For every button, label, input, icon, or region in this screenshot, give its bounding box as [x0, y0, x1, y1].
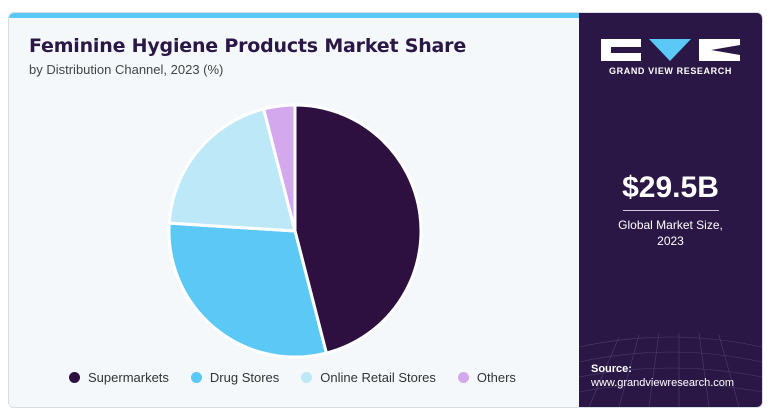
source-label: Source:: [591, 363, 632, 375]
market-size-label-line1: Global Market Size,: [618, 218, 723, 232]
legend-item-supermarkets: Supermarkets: [69, 370, 169, 385]
accent-bar: [9, 13, 579, 18]
chart-legend: Supermarkets Drug Stores Online Retail S…: [69, 368, 516, 386]
infographic-card: Feminine Hygiene Products Market Share b…: [8, 12, 763, 408]
stat-divider: [623, 210, 719, 211]
market-size-value: $29.5B: [622, 171, 719, 204]
pie-slice-supermarkets: [293, 103, 423, 355]
legend-label-drug-stores: Drug Stores: [209, 369, 280, 385]
pie-slice-drug-stores: [167, 221, 328, 359]
legend-swatch-supermarkets: [69, 371, 80, 383]
legend-item-online-retail-stores: Online Retail Stores: [301, 370, 436, 385]
pie-slice-online-retail-stores: [167, 107, 297, 233]
legend-swatch-drug-stores: [190, 371, 202, 383]
legend-label-supermarkets: Supermarkets: [88, 369, 169, 385]
chart-subtitle: by Distribution Channel, 2023 (%): [29, 62, 224, 77]
legend-label-others: Others: [476, 369, 516, 385]
market-size-label-line2: 2023: [657, 234, 684, 248]
logo-text: GRAND VIEW RESEARCH: [609, 66, 732, 76]
gvr-logo: [601, 39, 740, 61]
legend-swatch-others: [457, 371, 469, 383]
source-block: Source: www.grandviewresearch.com: [591, 362, 734, 390]
pie-slice-others: [262, 103, 297, 233]
pie-chart: [167, 103, 423, 359]
info-panel: GRAND VIEW RESEARCH $29.5B Global Market…: [579, 13, 762, 407]
market-size-label: Global Market Size, 2023: [579, 217, 762, 249]
legend-item-others: Others: [457, 369, 516, 385]
grid-decoration: [579, 332, 762, 407]
legend-swatch-online-retail-stores: [301, 371, 313, 383]
source-url[interactable]: www.grandviewresearch.com: [591, 377, 735, 389]
legend-label-online-retail-stores: Online Retail Stores: [320, 369, 436, 385]
legend-item-drug-stores: Drug Stores: [190, 369, 280, 385]
chart-title: Feminine Hygiene Products Market Share: [29, 35, 467, 57]
